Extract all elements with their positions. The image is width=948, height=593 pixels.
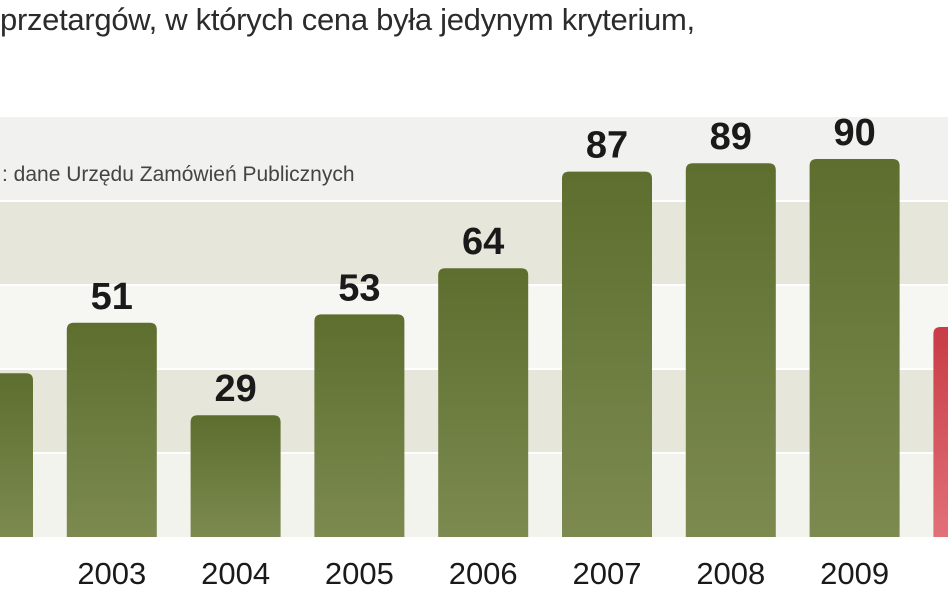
bar-value-label: 87: [586, 125, 628, 167]
year-label: 2006: [449, 556, 518, 591]
bar: [562, 171, 652, 537]
bar: [314, 314, 405, 537]
bar-value-label: 90: [833, 112, 875, 154]
year-label: 2004: [201, 556, 270, 591]
bar: [809, 159, 900, 537]
bar-value-label: 64: [462, 221, 504, 263]
year-label: 2003: [77, 556, 146, 591]
bars: [0, 159, 948, 537]
bar-value-label: 29: [214, 368, 256, 410]
year-label: 2007: [573, 556, 642, 591]
bar: [438, 268, 529, 537]
source-note: : dane Urzędu Zamówień Publicznych: [2, 163, 355, 186]
chart-title: przetargów, w których cena była jedynym …: [0, 2, 695, 37]
bar: [0, 373, 33, 537]
year-label: 2009: [820, 556, 889, 591]
value-labels: 951295364878990: [91, 112, 876, 410]
bar: [66, 322, 157, 537]
bar: [190, 415, 281, 537]
year-label: 2005: [325, 556, 394, 591]
year-label: 2008: [696, 556, 765, 591]
year-labels: 2200320042005200620072008200920: [77, 556, 889, 591]
bar-value-label: 53: [338, 267, 380, 309]
bar-value-label: 89: [710, 116, 752, 158]
bar-value-label: 51: [91, 276, 133, 318]
background-band: [0, 117, 948, 201]
bar-highlight: [933, 327, 948, 537]
bar: [685, 163, 776, 537]
